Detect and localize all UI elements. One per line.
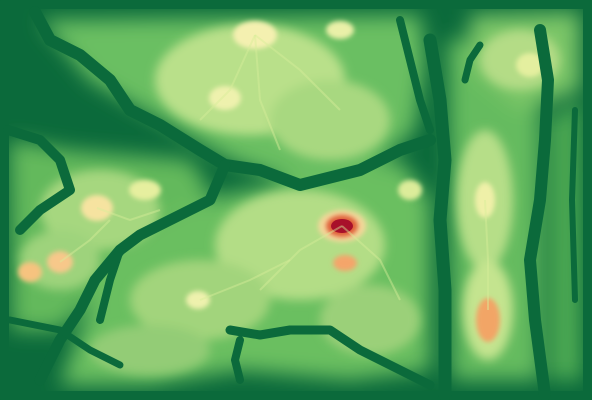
ridges xyxy=(59,34,489,310)
summit xyxy=(318,210,366,242)
highlands xyxy=(20,25,560,375)
peaks xyxy=(18,21,544,342)
